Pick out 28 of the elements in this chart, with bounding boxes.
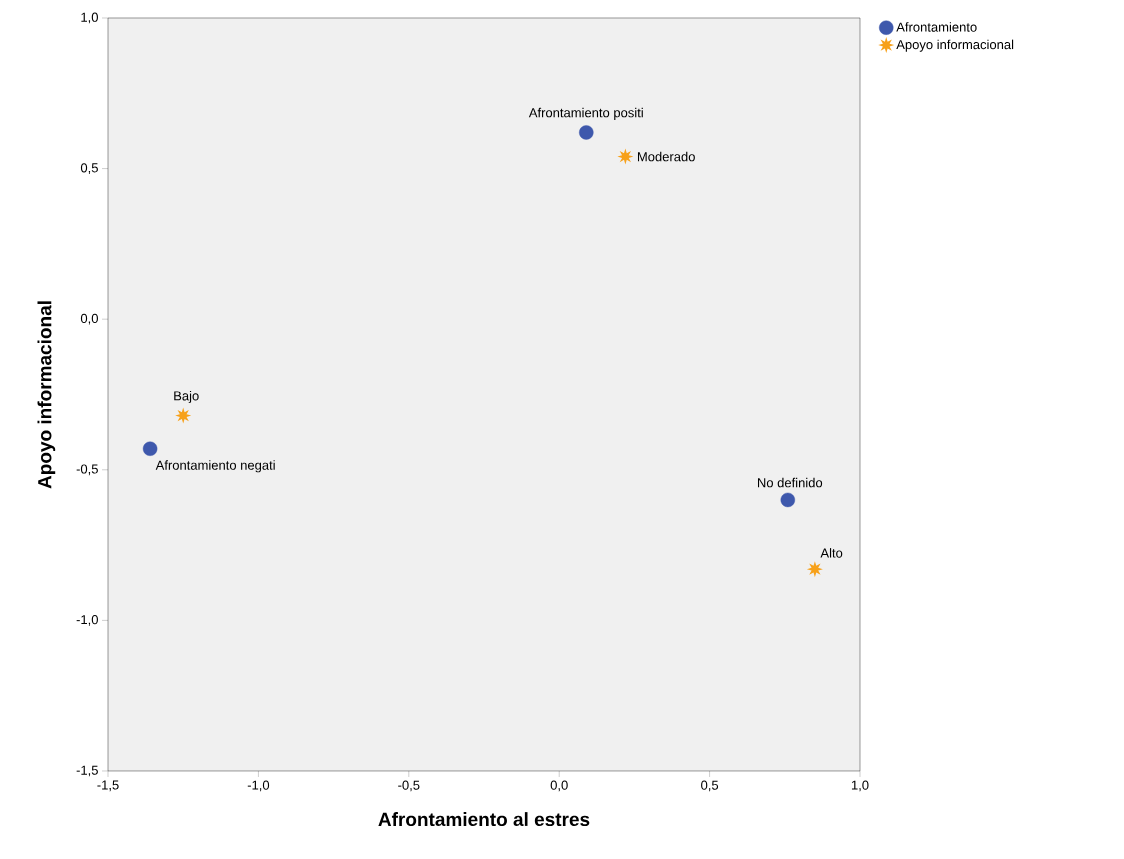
point: [175, 407, 192, 424]
annotation: No definido: [758, 477, 823, 488]
annotation: Alto: [820, 548, 843, 558]
x-tick-label: 1,0: [851, 780, 869, 792]
point: [617, 148, 634, 165]
annotation: Moderado: [637, 151, 695, 162]
legend-label: Apoyo informacional: [896, 39, 1014, 52]
y-tick-label: 0,5: [80, 163, 98, 174]
x-tick-label: -0,5: [398, 780, 420, 792]
y-tick-label: -1,0: [76, 615, 98, 626]
x-tick-label: -1,0: [247, 780, 270, 792]
annotation: Afrontamiento positi: [528, 107, 643, 120]
point: [780, 492, 796, 508]
x-axis-title: Afrontamiento al estres: [378, 812, 590, 827]
x-tick-label: -1,5: [97, 780, 119, 792]
legend-label: Afrontamiento: [896, 22, 977, 32]
x-tick-label: 0,5: [701, 780, 719, 792]
y-tick-label: -0,5: [76, 464, 98, 476]
point: [579, 125, 594, 140]
y-axis-title: Apoyo informacional: [37, 301, 56, 489]
point: [806, 561, 823, 578]
y-tick-label: 0,0: [80, 313, 98, 325]
point: [142, 441, 158, 456]
x-tick-label: 0,0: [550, 780, 568, 792]
annotation: Bajo: [174, 390, 199, 404]
y-tick-label: -1,5: [76, 765, 98, 777]
annotation: Afrontamiento negati: [155, 460, 275, 473]
y-tick-label: 1,0: [81, 12, 98, 24]
